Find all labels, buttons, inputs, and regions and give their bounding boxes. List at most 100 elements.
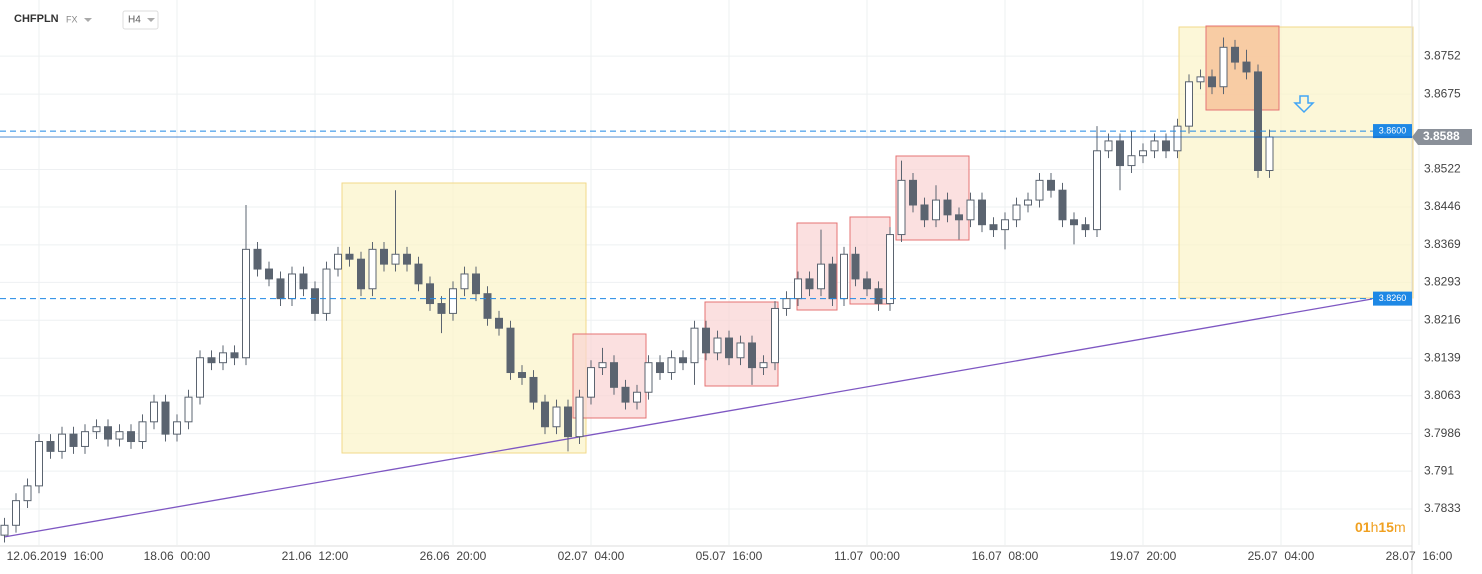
candle-body [46,441,55,452]
candle-body [115,431,124,440]
candle-body [403,253,411,265]
candle-body [541,401,549,428]
y-tick-label: 3.8446 [1424,199,1461,213]
candle-body [575,396,584,438]
x-tick-label: 05.07 16:00 [696,549,763,563]
candle-body [104,426,112,440]
last-price-box [1412,128,1472,145]
candle-body [1127,155,1136,167]
candle-body [276,278,285,300]
level-label: 3.8260 [1379,293,1407,303]
candle-body [253,248,262,270]
candle-body [1012,204,1021,221]
level-label-box [1373,291,1412,306]
candle-body [909,179,917,206]
candle-body [242,248,250,359]
candle-body [598,362,607,369]
y-tick-label: 3.8522 [1424,162,1461,176]
candle-body [1093,150,1101,231]
candle-body [196,357,204,398]
candle-body [506,327,515,374]
candle-body [472,273,480,295]
candle-body [23,485,32,502]
x-tick-label: 19.07 20:00 [1110,549,1177,563]
dropdown-icon [84,18,92,22]
timer-hours: 01 [1355,519,1371,535]
trendline [3,298,1373,538]
level-label: 3.8600 [1379,125,1407,135]
candle-body [207,357,216,364]
x-tick-label: 11.07 00:00 [834,549,900,563]
candle-body [1196,76,1205,83]
candle-body [633,391,641,403]
candle-body [1150,140,1159,152]
interval[interactable]: H4 [128,15,141,26]
down-arrow-icon [1293,95,1315,114]
candle-body [874,288,883,305]
candle-body [587,367,595,398]
x-tick-label: 26.06 20:00 [420,549,487,563]
y-tick-label: 3.7833 [1424,501,1461,515]
candle-body [0,524,9,536]
interval-button[interactable] [122,10,159,30]
candle-body [621,386,630,403]
candle-body [1035,179,1044,201]
candle-body [978,199,986,226]
candle-body [863,278,871,290]
candle-body [368,248,377,290]
zone [572,333,647,419]
y-tick-label: 3.8063 [1424,388,1461,402]
last-price-label: 3.8588 [1423,129,1460,143]
candle-body [173,421,181,435]
candle-body [391,253,400,265]
timer: 01h15m [1355,519,1406,535]
candle-body [794,278,802,300]
candle-body [1173,125,1182,152]
y-tick-label: 3.8216 [1424,312,1461,326]
x-tick-label: 18.06 00:00 [144,549,211,563]
candle-body [380,248,388,265]
y-tick-label: 3.8369 [1424,237,1461,251]
zone [341,182,587,454]
candle-body [1116,140,1124,167]
candle-body [299,273,308,290]
candle-body [736,342,745,359]
x-tick-label: 12.06.2019 16:00 [7,549,104,563]
candle-body [219,352,227,364]
candle-body [1104,140,1113,152]
candle-body [966,199,975,221]
candle-body [713,337,722,354]
candle-body [748,342,756,369]
candle-body [426,283,434,305]
dropdown-icon [147,18,155,22]
y-tick-label: 3.7986 [1424,426,1461,440]
candle-body [840,253,848,300]
candle-body [322,268,331,314]
candle-body [817,263,825,290]
candle-body [690,327,699,364]
candle-body [437,303,446,314]
candle-body [288,273,296,300]
candle-body [311,288,319,314]
x-tick-label: 16.07 08:00 [972,549,1039,563]
symbol: CHFPLN [14,13,59,25]
candle-body [679,357,687,364]
candle-body [1265,136,1274,171]
candle-body [1070,219,1078,226]
candle-body [610,362,618,388]
market[interactable]: FX [66,14,78,24]
candle-body [702,327,710,354]
candle-body [771,307,779,364]
candle-body [552,406,561,428]
candle-body [81,431,89,447]
candle-body [1139,150,1147,157]
zone [895,155,970,241]
candle-body [334,253,342,270]
candle-body [184,396,193,423]
timer-unit: h [1371,519,1379,535]
candle-body [851,253,860,280]
candle-body [725,337,733,359]
candle-body [69,433,78,447]
candle-body [357,258,365,290]
